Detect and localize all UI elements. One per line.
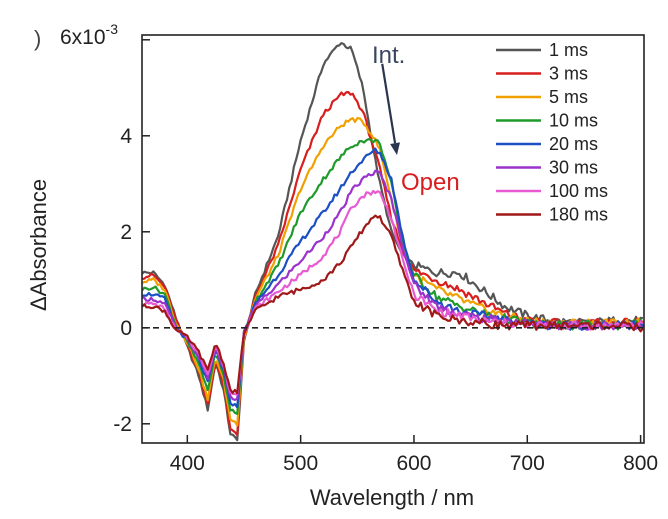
int-annotation: Int. <box>372 42 405 69</box>
x-tick-label-400: 400 <box>170 452 205 475</box>
legend-label-180ms: 180 ms <box>549 205 608 225</box>
y-axis-exponent-label: 6x10-3 <box>60 21 118 49</box>
y-tick-label--2: -2 <box>113 413 132 436</box>
legend-label-30ms: 30 ms <box>549 158 598 178</box>
int-arrow <box>381 63 397 144</box>
series-layer <box>142 42 644 442</box>
y-tick-label-4: 4 <box>120 125 132 148</box>
y-tick-label-0: 0 <box>120 317 132 340</box>
x-tick-label-800: 800 <box>623 452 658 475</box>
int-arrow-head <box>390 142 400 155</box>
x-axis-title: Wavelength / nm <box>310 485 474 510</box>
legend-label-10ms: 10 ms <box>549 111 598 131</box>
corner-mark: ) <box>34 26 41 51</box>
legend-label-20ms: 20 ms <box>549 134 598 154</box>
legend-label-5ms: 5 ms <box>549 87 588 107</box>
legend-label-3ms: 3 ms <box>549 64 588 84</box>
x-tick-label-600: 600 <box>396 452 431 475</box>
tick-layer: 400 500 600 700 800 -2 0 2 4 <box>113 39 658 475</box>
y-tick-label-2: 2 <box>120 221 132 244</box>
x-tick-label-500: 500 <box>283 452 318 475</box>
legend-label-100ms: 100 ms <box>549 181 608 201</box>
plot-frame <box>141 34 645 444</box>
legend: 1 ms 3 ms 5 ms 10 ms 20 ms 30 ms 100 ms 180 ms <box>496 40 608 225</box>
x-tick-label-700: 700 <box>510 452 545 475</box>
y-axis-title: ΔAbsorbance <box>26 179 51 311</box>
series-line-180ms <box>142 214 644 395</box>
open-annotation: Open <box>401 169 460 196</box>
legend-label-1ms: 1 ms <box>549 40 588 60</box>
